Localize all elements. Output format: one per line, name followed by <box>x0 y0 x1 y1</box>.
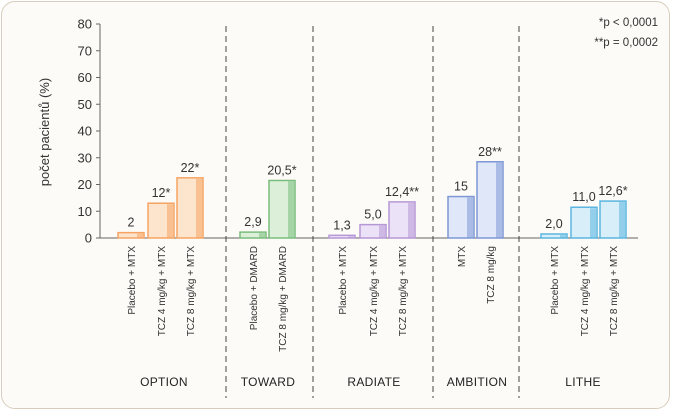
category-label: TCZ 4 mg/kg + MTX <box>157 246 168 337</box>
y-tick-label: 20 <box>78 177 92 192</box>
bar <box>328 234 356 239</box>
y-tick-label: 0 <box>85 231 92 246</box>
y-tick-label: 80 <box>78 17 92 32</box>
bar-value-label: 1,3 <box>333 218 350 232</box>
bar-value-label: 2 <box>128 216 135 230</box>
bar-shade <box>619 202 625 238</box>
labels: 2 Placebo + MTX 12* TCZ 4 mg/kg + MTX 22* TCZ… <box>127 145 628 389</box>
bar-value-label: 2,9 <box>244 215 261 229</box>
category-label: Placebo + MTX <box>550 246 561 315</box>
bar-value-label: 15 <box>454 180 468 194</box>
y-tick-label: 10 <box>78 204 92 219</box>
bar-shade <box>348 236 354 238</box>
y-tick-label: 60 <box>78 70 92 85</box>
y-tick-label: 70 <box>78 43 92 58</box>
category-label: TCZ 8 mg/kg + MTX <box>186 246 197 337</box>
category-label: Placebo + MTX <box>127 246 138 315</box>
bar-value-label: 2,0 <box>545 217 562 231</box>
bar-value-label: 20,5* <box>267 163 296 177</box>
group-label: RADIATE <box>347 375 400 389</box>
y-tick-label: 30 <box>78 150 92 165</box>
y-axis-label: počet pacientů (%) <box>37 78 52 186</box>
category-label: TCZ 4 mg/kg + MTX <box>369 246 380 337</box>
group-separators <box>225 26 520 398</box>
bars <box>117 161 627 239</box>
significance-note-1: *p < 0,0001 <box>599 17 658 29</box>
category-label: Placebo + DMARD <box>249 246 260 330</box>
bar-shade <box>560 234 566 238</box>
bar-shade <box>496 162 502 238</box>
category-label: MTX <box>457 246 468 267</box>
group-label: AMBITION <box>447 375 507 389</box>
bar-shade <box>137 233 143 238</box>
bar-shade <box>259 233 265 238</box>
category-label: TCZ 8 mg/kg <box>486 246 497 304</box>
bar-shade <box>408 202 414 238</box>
bar-value-label: 12,4** <box>385 185 419 199</box>
bar-shade <box>196 178 202 238</box>
bar-value-label: 11,0 <box>572 190 595 204</box>
significance-note-2: **p = 0,0002 <box>594 37 658 49</box>
bar-shade <box>590 208 596 238</box>
category-label: TCZ 8 mg/kg + MTX <box>609 246 620 337</box>
bar-value-label: 12,6* <box>598 184 627 198</box>
bar-shade <box>467 197 473 238</box>
category-label: TCZ 8 mg/kg + MTX <box>398 246 409 337</box>
bar-value-label: 22* <box>181 161 200 175</box>
y-tick-label: 40 <box>78 124 92 139</box>
y-tick-label: 50 <box>78 97 92 112</box>
bar-value-label: 12* <box>152 186 171 200</box>
bar-shade <box>167 204 173 238</box>
bar-shade <box>379 225 385 238</box>
bar <box>239 231 267 239</box>
bar-shade <box>288 181 294 238</box>
group-label: OPTION <box>140 375 188 389</box>
bar-value-label: 5,0 <box>364 208 381 222</box>
group-label: TOWARD <box>241 375 295 389</box>
group-label: LITHE <box>565 375 601 389</box>
category-label: TCZ 8 mg/kg + DMARD <box>278 246 289 352</box>
category-label: Placebo + MTX <box>338 246 349 315</box>
bar <box>540 233 568 239</box>
bar <box>117 231 145 239</box>
bar-value-label: 28** <box>478 145 502 159</box>
category-label: TCZ 4 mg/kg + MTX <box>580 246 591 337</box>
